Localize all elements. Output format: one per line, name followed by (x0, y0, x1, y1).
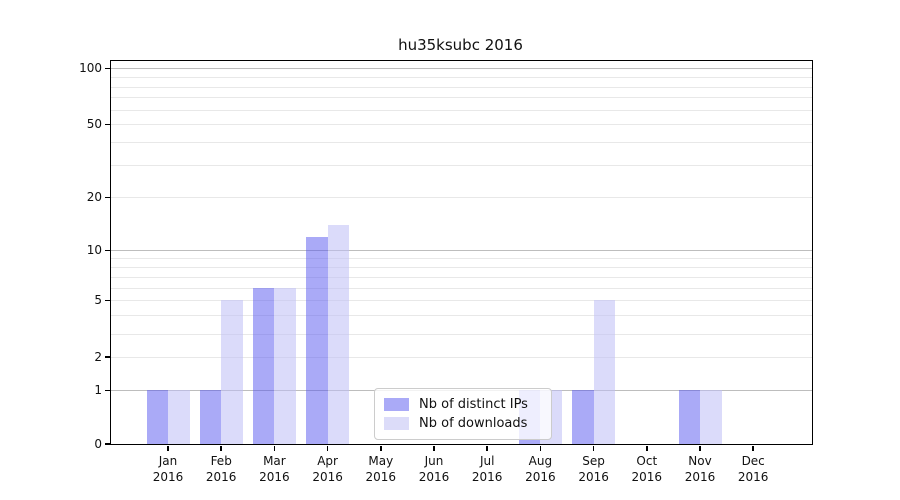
gridline-minor-6 (111, 287, 812, 289)
gridline-minor-50 (111, 124, 812, 126)
bar-nb-of-distinct-ips-apr (306, 236, 328, 444)
gridline-minor-9 (111, 258, 812, 260)
bar-nb-of-downloads-jan (168, 390, 190, 444)
y-tick-label-10: 10 (86, 243, 102, 258)
legend: Nb of distinct IPs Nb of downloads (374, 388, 552, 440)
x-tick-jul (486, 445, 488, 451)
y-tick-5 (104, 299, 110, 301)
x-tick-nov (699, 445, 701, 451)
y-tick-20 (104, 196, 110, 199)
legend-label-downloads: Nb of downloads (419, 416, 528, 431)
legend-item-downloads: Nb of downloads (384, 414, 542, 433)
x-tick-label-jun: Jun 2016 (418, 454, 450, 484)
y-tick-10 (104, 249, 110, 252)
distinct-ips-swatch-icon (384, 398, 409, 411)
y-tick-0 (104, 443, 110, 445)
y-tick-label-20: 20 (86, 190, 102, 205)
gridline-minor-2 (111, 357, 812, 359)
y-tick-50 (104, 123, 110, 126)
x-tick-label-oct: Oct 2016 (631, 454, 663, 484)
gridline-major-10 (111, 250, 812, 252)
gridline-minor-40 (111, 142, 812, 144)
x-tick-label-sep: Sep 2016 (578, 454, 609, 484)
bar-nb-of-downloads-sep (593, 300, 616, 444)
y-tick-label-0: 0 (94, 437, 102, 451)
gridline-minor-5 (111, 300, 812, 302)
x-tick-dec (752, 445, 754, 451)
gridline-minor-3 (111, 333, 812, 335)
x-tick-may (380, 445, 382, 451)
y-tick-2 (104, 356, 110, 358)
x-tick-label-aug: Aug 2016 (525, 454, 556, 484)
gridline-minor-30 (111, 165, 812, 167)
x-tick-jan (167, 445, 169, 451)
x-tick-aug (539, 445, 542, 451)
x-tick-mar (273, 445, 276, 451)
downloads-swatch-icon (384, 417, 409, 430)
x-tick-feb (220, 445, 222, 451)
bar-nb-of-downloads-apr (327, 225, 350, 444)
y-tick-1 (104, 389, 110, 392)
bar-nb-of-distinct-ips-nov (678, 390, 700, 444)
gridline-minor-7 (111, 276, 812, 278)
gridline-minor-70 (111, 97, 812, 99)
gridline-major-100 (111, 68, 812, 70)
bar-nb-of-distinct-ips-mar (252, 287, 275, 444)
bar-nb-of-downloads-mar (274, 287, 296, 444)
y-tick-label-2: 2 (94, 350, 102, 365)
gridline-minor-80 (111, 86, 812, 88)
x-tick-oct (646, 445, 648, 451)
bar-nb-of-distinct-ips-feb (199, 390, 222, 444)
y-tick-100 (104, 67, 110, 70)
gridline-minor-4 (111, 315, 812, 317)
y-tick-label-100: 100 (79, 61, 102, 76)
x-tick-label-jan: Jan 2016 (152, 454, 184, 484)
legend-label-distinct-ips: Nb of distinct IPs (419, 397, 528, 412)
y-tick-label-5: 5 (94, 293, 102, 308)
x-tick-label-mar: Mar 2016 (259, 454, 290, 484)
x-tick-label-apr: Apr 2016 (312, 454, 343, 484)
x-tick-label-dec: Dec 2016 (737, 454, 769, 484)
gridline-minor-60 (111, 109, 812, 111)
x-tick-jun (433, 445, 435, 451)
x-tick-label-feb: Feb 2016 (205, 454, 237, 484)
x-tick-sep (592, 445, 595, 451)
legend-item-distinct-ips: Nb of distinct IPs (384, 395, 542, 414)
x-tick-apr (326, 445, 329, 451)
gridline-minor-20 (111, 197, 812, 199)
bar-nb-of-distinct-ips-jan (146, 390, 168, 444)
bar-nb-of-distinct-ips-sep (572, 390, 594, 444)
y-tick-label-1: 1 (94, 383, 102, 398)
gridline-minor-90 (111, 76, 812, 78)
x-tick-label-may: May 2016 (365, 454, 397, 484)
x-tick-label-nov: Nov 2016 (684, 454, 716, 484)
plot-area: 0 1 2 5 10 20 50 100 Jan 2016 Feb 2016 Mar 2016 Apr 201… (79, 60, 813, 484)
y-tick-label-50: 50 (86, 117, 102, 132)
bar-nb-of-downloads-nov (700, 390, 722, 444)
x-tick-label-jul: Jul 2016 (471, 454, 503, 484)
bar-nb-of-downloads-feb (221, 300, 243, 444)
chart-title: hu35ksubc 2016 (398, 36, 523, 54)
gridline-minor-8 (111, 266, 812, 268)
